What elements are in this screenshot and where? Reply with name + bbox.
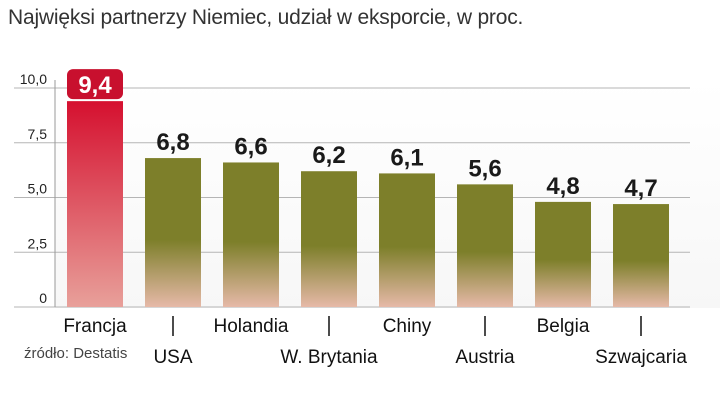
value-label: 6,8	[156, 129, 189, 156]
y-tick-label: 7,5	[28, 126, 48, 142]
value-label: 4,8	[546, 173, 579, 200]
source-note: źródło: Destatis	[24, 345, 128, 362]
value-badge	[67, 69, 123, 100]
category-label: Chiny	[383, 316, 432, 337]
bar-holandia	[223, 162, 279, 307]
y-tick-label: 10,0	[20, 71, 47, 87]
category-label: USA	[153, 347, 192, 368]
chart-title: Najwięksi partnerzy Niemiec, udział w ek…	[8, 6, 524, 29]
category-label: Holandia	[214, 316, 289, 337]
category-label: Szwajcaria	[595, 347, 687, 368]
category-label: Austria	[455, 347, 515, 368]
bar-chiny	[379, 173, 435, 307]
y-tick-label: 2,5	[28, 235, 48, 251]
value-label: 4,7	[624, 175, 657, 202]
y-tick-label: 5,0	[28, 181, 48, 197]
bar-w-brytania	[301, 171, 357, 307]
bar-szwajcaria	[613, 204, 669, 307]
bar-belgia	[535, 201, 591, 307]
bar-usa	[145, 158, 201, 307]
y-tick-label: 0	[39, 290, 47, 306]
bar-francja	[67, 101, 123, 307]
category-label: W. Brytania	[280, 347, 378, 368]
category-label: Belgia	[537, 316, 590, 337]
value-label: 6,6	[234, 133, 267, 160]
value-label: 9,4	[78, 72, 112, 99]
value-label: 5,6	[468, 155, 501, 182]
bar-austria	[457, 184, 513, 307]
value-label: 6,1	[390, 144, 423, 171]
category-label: Francja	[63, 316, 127, 337]
value-label: 6,2	[312, 142, 345, 169]
